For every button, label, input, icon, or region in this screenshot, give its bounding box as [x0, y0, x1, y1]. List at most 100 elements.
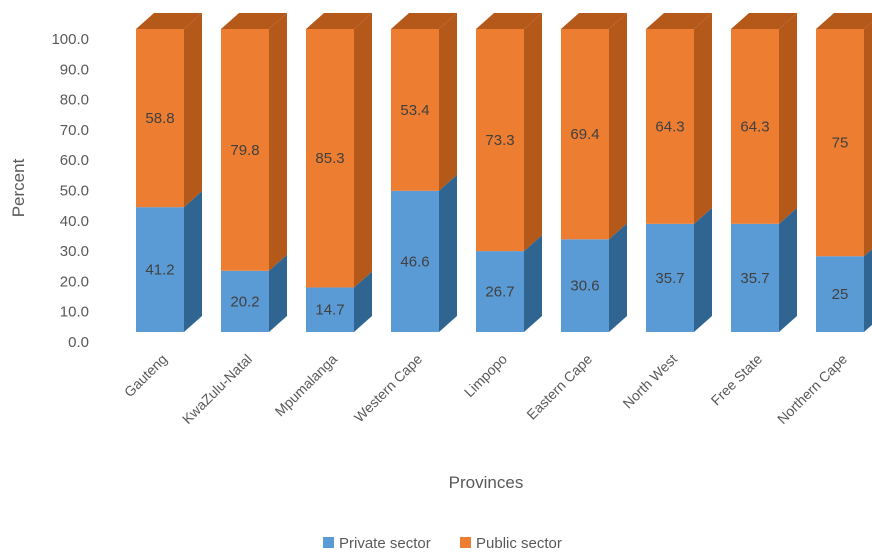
bar-top: [816, 13, 872, 29]
bar-side: [694, 207, 712, 332]
bar-front: [476, 251, 524, 332]
bar-segment: [561, 223, 627, 332]
data-label: 35.7: [655, 270, 684, 287]
bar-segment: [306, 13, 372, 288]
y-tick-label: 90.0: [60, 61, 89, 78]
bar-front: [816, 29, 864, 257]
bar-segment: [731, 207, 797, 332]
bar-side: [269, 254, 287, 332]
x-category-label: North West: [619, 351, 680, 412]
legend-label-private: Private sector: [339, 535, 431, 552]
bar-front: [306, 29, 354, 288]
bar-top: [646, 13, 712, 29]
data-label: 64.3: [740, 118, 769, 135]
bar-top: [221, 13, 287, 29]
bar-segment: [561, 13, 627, 240]
y-tick-label: 0.0: [68, 334, 89, 351]
bar-top: [476, 13, 542, 29]
legend-label-public: Public sector: [476, 535, 562, 552]
bar-side: [354, 13, 372, 288]
bar-segment: [136, 13, 202, 208]
bar-front: [561, 239, 609, 332]
bar-front: [646, 29, 694, 224]
bar-side: [184, 191, 202, 332]
y-axis-ticks: 0.0 10.0 20.0 30.0 40.0 50.0 60.0 70.0 80.0 90.0 1…: [51, 31, 89, 351]
data-label: 75: [832, 135, 849, 152]
data-label: 14.7: [315, 302, 344, 319]
bar-side: [779, 207, 797, 332]
bar-segment: [646, 207, 712, 332]
bar-side: [779, 13, 797, 224]
bar-front: [646, 223, 694, 332]
bar-side: [439, 13, 457, 191]
x-category-label: Gauteng: [121, 351, 170, 400]
bar-side: [269, 13, 287, 271]
data-label: 69.4: [570, 126, 599, 143]
y-tick-label: 20.0: [60, 273, 89, 290]
bar-front: [221, 29, 269, 271]
bar-top: [731, 13, 797, 29]
data-label: 20.2: [230, 293, 259, 310]
bar-front: [731, 29, 779, 224]
x-category-label: KwaZulu-Natal: [179, 351, 255, 427]
bar-top: [306, 13, 372, 29]
bar-segment: [136, 191, 202, 332]
bar-side: [609, 13, 627, 240]
data-label: 79.8: [230, 142, 259, 159]
y-tick-label: 30.0: [60, 243, 89, 260]
data-label: 41.2: [145, 262, 174, 279]
bar-front: [136, 29, 184, 208]
bar-top: [561, 13, 627, 29]
bar-segment: [391, 174, 457, 332]
data-label: 30.6: [570, 278, 599, 295]
bar-segment: [221, 254, 287, 332]
bar-front: [391, 29, 439, 191]
bar-side: [439, 174, 457, 332]
x-category-label: Northern Cape: [774, 351, 850, 427]
y-axis-title: Percent: [9, 158, 28, 217]
bar-front: [561, 29, 609, 240]
x-category-label: Limpopo: [461, 351, 510, 400]
bar-segment: [646, 13, 712, 224]
bar-segment: [816, 13, 872, 257]
bars: [136, 13, 872, 332]
bar-side: [354, 271, 372, 332]
data-labels: 41.2 58.8 20.2 79.8 14.7 85.3 46.6 53.4 26.7 73.3…: [145, 102, 848, 319]
bar-front: [136, 207, 184, 332]
y-tick-label: 10.0: [60, 304, 89, 321]
x-axis-categories: Gauteng KwaZulu-Natal Mpumalanga Western Ca…: [121, 351, 850, 427]
x-category-label: Mpumalanga: [272, 351, 341, 420]
bar-top: [136, 13, 202, 29]
bar-side: [524, 13, 542, 252]
x-category-label: Free State: [708, 351, 766, 409]
y-tick-label: 40.0: [60, 213, 89, 230]
data-label: 26.7: [485, 284, 514, 301]
bar-segment: [476, 13, 542, 252]
y-tick-label: 80.0: [60, 92, 89, 109]
data-label: 58.8: [145, 110, 174, 127]
y-tick-label: 100.0: [51, 31, 89, 48]
bar-front: [816, 256, 864, 332]
bar-side: [694, 13, 712, 224]
bar-segment: [816, 249, 872, 332]
bar-side: [864, 249, 872, 332]
x-axis-title: Provinces: [449, 473, 524, 492]
bar-segment: [476, 235, 542, 332]
bar-segment: [306, 271, 372, 332]
legend: Private sector Public sector: [323, 535, 562, 552]
data-label: 46.6: [400, 253, 429, 270]
x-category-label: Eastern Cape: [523, 351, 595, 423]
data-label: 35.7: [740, 270, 769, 287]
data-label: 73.3: [485, 132, 514, 149]
data-label: 25: [832, 286, 849, 303]
bar-segment: [221, 13, 287, 271]
data-label: 64.3: [655, 118, 684, 135]
bar-segment: [391, 13, 457, 191]
y-tick-label: 60.0: [60, 152, 89, 169]
legend-swatch-public: [460, 537, 471, 548]
bar-front: [476, 29, 524, 252]
data-label: 53.4: [400, 102, 429, 119]
bar-side: [864, 21, 872, 257]
x-category-label: Western Cape: [351, 351, 426, 426]
